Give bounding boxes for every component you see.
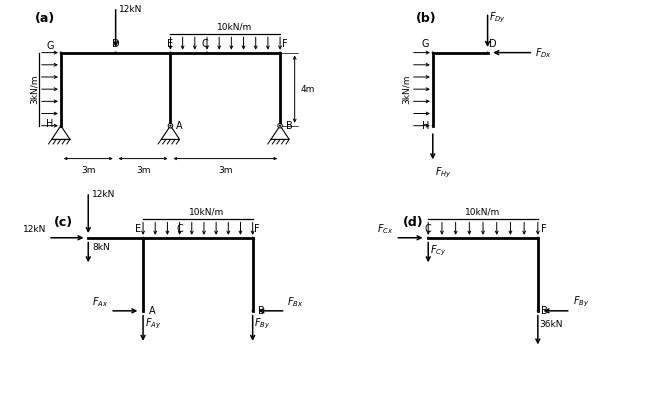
Text: $F_{Bx}$: $F_{Bx}$ — [287, 295, 304, 309]
Text: C: C — [202, 39, 209, 49]
Text: 3kN/m: 3kN/m — [29, 74, 38, 104]
Circle shape — [60, 52, 61, 53]
Circle shape — [432, 125, 434, 126]
Text: C: C — [176, 224, 183, 234]
Text: B: B — [541, 306, 548, 316]
Text: A: A — [176, 121, 183, 131]
Text: $F_{By}$: $F_{By}$ — [255, 316, 271, 331]
Circle shape — [278, 124, 282, 128]
Text: (d): (d) — [403, 216, 423, 229]
Circle shape — [428, 237, 429, 238]
Text: F: F — [255, 224, 260, 234]
Text: H: H — [422, 121, 429, 131]
Text: 10kN/m: 10kN/m — [216, 23, 252, 32]
Text: 4m: 4m — [300, 85, 315, 94]
Text: G: G — [46, 41, 53, 51]
Circle shape — [432, 52, 434, 53]
Text: 12kN: 12kN — [23, 225, 46, 234]
Text: $F_{By}$: $F_{By}$ — [573, 295, 589, 309]
Circle shape — [170, 125, 171, 126]
Text: (b): (b) — [416, 12, 437, 26]
Circle shape — [537, 310, 539, 311]
Text: 3m: 3m — [81, 166, 96, 175]
Text: B: B — [286, 121, 292, 131]
Text: $F_{Dx}$: $F_{Dx}$ — [535, 46, 552, 60]
Text: 10kN/m: 10kN/m — [189, 208, 224, 217]
Circle shape — [168, 124, 173, 128]
Text: H: H — [46, 119, 53, 129]
Text: E: E — [135, 224, 141, 234]
Text: 12kN: 12kN — [92, 190, 116, 199]
Circle shape — [60, 125, 61, 126]
Circle shape — [170, 52, 171, 53]
Text: E: E — [168, 39, 174, 49]
Text: 8kN: 8kN — [92, 243, 110, 252]
Text: $F_{Cx}$: $F_{Cx}$ — [377, 222, 393, 236]
Text: F: F — [282, 39, 288, 49]
Text: 36kN: 36kN — [540, 320, 563, 329]
Text: D: D — [490, 39, 497, 49]
Circle shape — [537, 237, 539, 238]
Text: 3m: 3m — [136, 166, 150, 175]
Circle shape — [143, 310, 144, 311]
Circle shape — [143, 237, 144, 238]
Text: 10kN/m: 10kN/m — [465, 208, 501, 217]
Text: D: D — [112, 39, 119, 49]
Circle shape — [115, 52, 116, 53]
Text: $F_{Hy}$: $F_{Hy}$ — [435, 166, 451, 180]
Text: $F_{Ax}$: $F_{Ax}$ — [92, 295, 108, 309]
Circle shape — [487, 52, 488, 53]
Text: A: A — [148, 306, 155, 316]
Text: 12kN: 12kN — [119, 5, 143, 14]
Text: G: G — [422, 39, 429, 49]
Text: (c): (c) — [53, 216, 73, 229]
Circle shape — [252, 310, 253, 311]
Text: B: B — [258, 306, 265, 316]
Text: 3kN/m: 3kN/m — [401, 74, 411, 104]
Text: F: F — [541, 224, 547, 234]
Text: $F_{Dy}$: $F_{Dy}$ — [490, 10, 506, 25]
Text: $F_{Cy}$: $F_{Cy}$ — [430, 243, 447, 258]
Text: $F_{Ay}$: $F_{Ay}$ — [145, 316, 161, 331]
Circle shape — [179, 237, 180, 238]
Circle shape — [252, 237, 253, 238]
Text: C: C — [425, 224, 432, 234]
Text: 3m: 3m — [218, 166, 232, 175]
Text: (a): (a) — [35, 12, 55, 26]
